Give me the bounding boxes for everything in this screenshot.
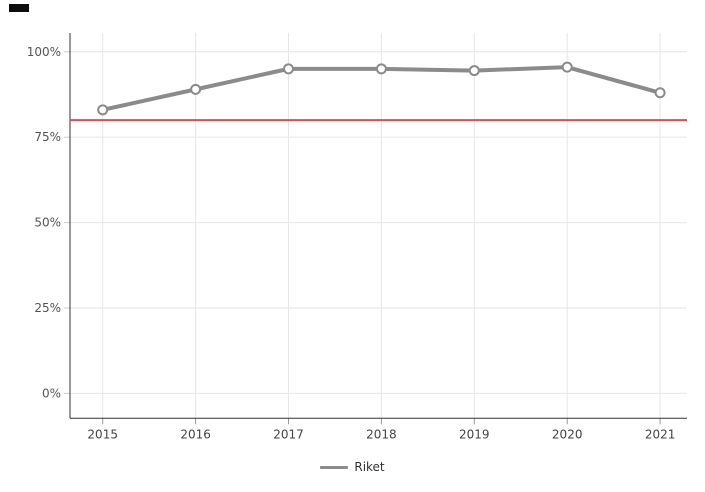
- x-axis-label: 2016: [180, 427, 211, 441]
- top-left-black-mark: [9, 4, 29, 12]
- y-axis-label: 50%: [34, 216, 61, 230]
- data-point-marker[interactable]: [190, 83, 202, 95]
- chart-legend[interactable]: Riket: [0, 457, 705, 477]
- y-axis-label: 0%: [42, 386, 61, 400]
- data-point-marker[interactable]: [375, 63, 387, 75]
- data-point-marker[interactable]: [561, 61, 573, 73]
- data-point-marker[interactable]: [654, 87, 666, 99]
- x-axis-label: 2015: [87, 427, 118, 441]
- x-axis-label: 2021: [645, 427, 676, 441]
- data-point-marker[interactable]: [283, 63, 294, 75]
- legend-label: Riket: [354, 460, 385, 474]
- data-point-marker[interactable]: [468, 65, 480, 77]
- x-axis-label: 2017: [273, 427, 304, 441]
- y-axis-label: 100%: [27, 45, 61, 59]
- y-axis-label: 25%: [34, 301, 61, 315]
- x-axis-label: 2019: [459, 427, 490, 441]
- x-axis-label: 2018: [366, 427, 397, 441]
- x-axis-label: 2020: [552, 427, 583, 441]
- legend-line-swatch: [320, 465, 349, 469]
- data-point-marker[interactable]: [97, 104, 109, 116]
- y-axis-label: 75%: [34, 130, 61, 144]
